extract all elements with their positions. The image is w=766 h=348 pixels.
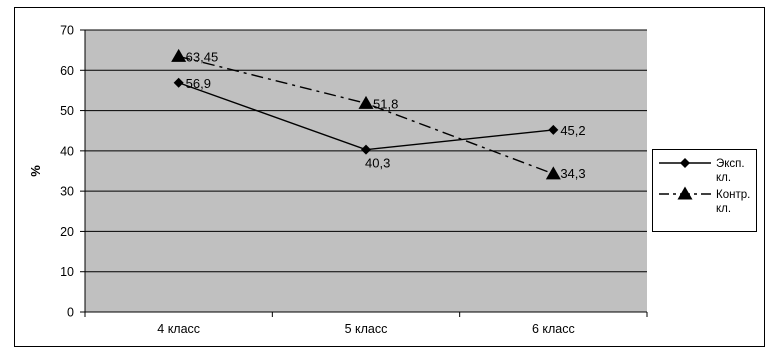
data-label: 34,3 xyxy=(560,166,585,181)
y-tick-label: 0 xyxy=(67,306,74,320)
series-group: 56,9 40,3 45,2 63,45 51,8 34,3 xyxy=(171,48,586,181)
y-tick-label: 60 xyxy=(60,64,74,78)
data-label: 56,9 xyxy=(186,76,211,91)
y-tick-label: 20 xyxy=(60,225,74,239)
data-point xyxy=(545,166,561,180)
data-point xyxy=(171,48,187,62)
y-tick-label: 50 xyxy=(60,104,74,118)
x-tick-labels: 4 класс 5 класс 6 класс xyxy=(157,322,574,336)
gridlines xyxy=(85,29,647,273)
data-point xyxy=(358,95,374,109)
legend: Эксп. кл. Контр. кл. xyxy=(652,149,757,232)
legend-label: кл. xyxy=(716,172,731,184)
y-axis-label: % xyxy=(28,165,43,177)
y-tick-label: 30 xyxy=(60,185,74,199)
y-tick-label: 40 xyxy=(60,144,74,158)
legend-entry-2: Контр. кл. xyxy=(659,186,750,215)
data-label: 45,2 xyxy=(560,123,585,138)
series-2: 63,45 51,8 34,3 xyxy=(171,48,586,181)
legend-label: Эксп. xyxy=(716,158,745,170)
legend-marker xyxy=(677,186,693,200)
x-tick-label: 4 класс xyxy=(157,322,200,336)
data-point xyxy=(548,124,559,135)
series-1: 56,9 40,3 45,2 xyxy=(173,76,586,171)
x-tick-label: 6 класс xyxy=(532,322,575,336)
x-tick-label: 5 класс xyxy=(345,322,388,336)
legend-entry-1: Эксп. кл. xyxy=(659,158,745,184)
legend-label: кл. xyxy=(716,203,731,215)
data-point xyxy=(361,144,371,155)
data-label: 51,8 xyxy=(373,96,398,111)
y-tick-label: 70 xyxy=(60,24,74,38)
legend-marker xyxy=(680,158,690,168)
data-label: 40,3 xyxy=(365,156,390,171)
legend-label: Контр. xyxy=(716,189,750,201)
data-point xyxy=(173,77,184,88)
y-tick-labels: 0 10 20 30 40 50 60 70 xyxy=(60,24,74,320)
data-label: 63,45 xyxy=(186,49,219,64)
y-tick-label: 10 xyxy=(60,265,74,279)
axes xyxy=(80,29,648,317)
